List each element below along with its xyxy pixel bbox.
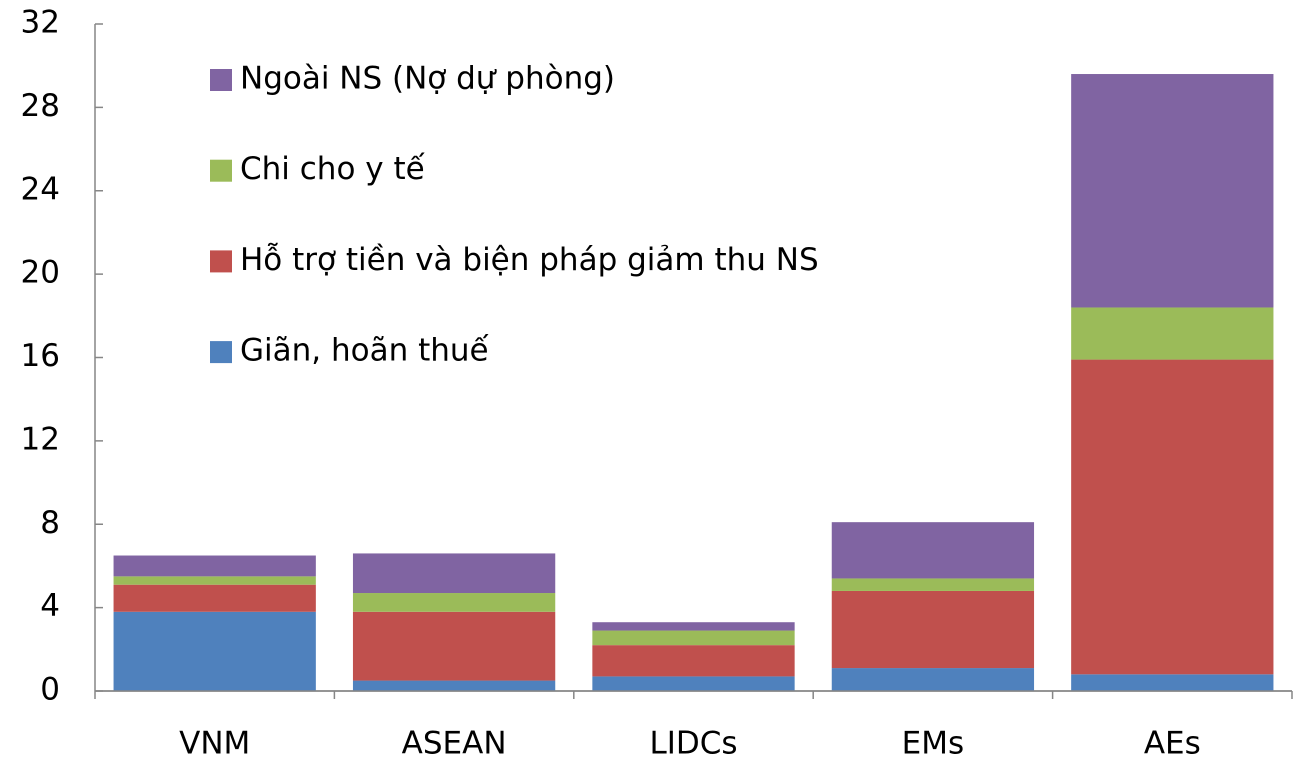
legend-label: Hỗ trợ tiền và biện pháp giảm thu NS [240,242,819,278]
x-tick-label: LIDCs [649,726,737,762]
bar-segment [831,668,1035,691]
bar-segment [352,553,556,594]
bar-segment [592,676,795,691]
bar-segment [352,611,556,681]
bar-segment [831,522,1035,579]
bar-segment [113,611,316,691]
bar-segment [1071,307,1274,360]
y-tick-label: 24 [21,171,60,207]
legend-label: Ngoài NS (Nợ dự phòng) [240,61,615,97]
x-tick-label: VNM [179,726,250,762]
y-tick-label: 8 [40,505,60,541]
legend-swatch [210,250,232,273]
y-tick-label: 16 [21,338,60,374]
bar-segment [113,584,316,612]
bar-segment [352,680,556,691]
x-tick-label: EMs [902,726,964,762]
legend-label: Giãn, hoãn thuế [240,333,490,369]
legend-label: Chi cho y tế [240,151,426,187]
legend-swatch [210,159,232,182]
bar-segment [352,593,556,612]
bar-segment [831,590,1035,669]
bar-segment [592,622,795,631]
legend-swatch [210,69,232,91]
bar-segment [592,630,795,646]
bar-segment [592,645,795,677]
y-tick-label: 12 [21,421,60,457]
bar-segment [1071,74,1274,308]
y-tick-label: 28 [21,88,60,124]
bar-segment [1071,359,1274,675]
bar-segment [831,578,1035,591]
y-tick-label: 0 [40,672,60,708]
bar-segment [113,555,316,577]
y-tick-label: 20 [21,255,60,291]
x-tick-label: AEs [1144,726,1201,762]
legend-swatch [210,341,232,364]
bar-segment [1071,674,1274,691]
x-tick-label: ASEAN [402,726,507,762]
y-tick-label: 4 [40,588,60,624]
bar-segment [113,576,316,585]
y-tick-label: 32 [21,5,60,41]
